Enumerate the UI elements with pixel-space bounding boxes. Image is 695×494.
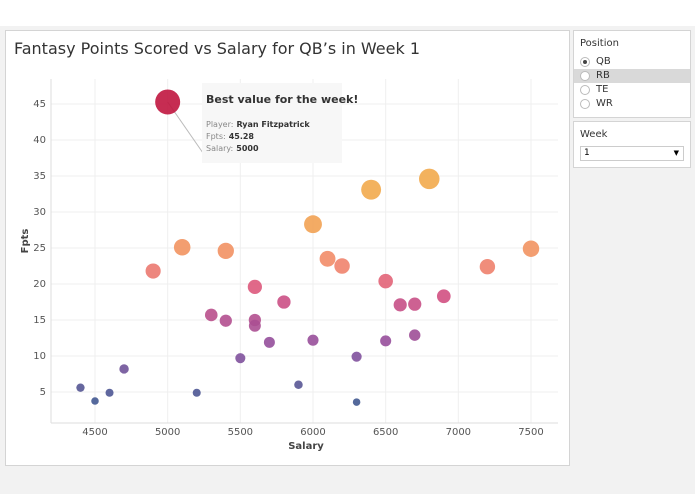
radio-icon[interactable]	[580, 57, 590, 67]
data-point[interactable]	[408, 297, 422, 311]
annotation-player: Player: Ryan Fitzpatrick	[206, 120, 310, 129]
data-point[interactable]	[192, 388, 201, 397]
data-point[interactable]	[105, 388, 114, 397]
data-point[interactable]	[319, 250, 336, 267]
x-tick-label: 6000	[300, 427, 325, 438]
y-tick-label: 40	[33, 135, 46, 146]
annotation-salary: Salary: 5000	[206, 144, 259, 153]
data-point[interactable]	[307, 334, 319, 346]
data-point[interactable]	[334, 258, 350, 274]
data-point[interactable]	[436, 289, 451, 304]
week-filter-title: Week	[580, 129, 608, 140]
x-tick-label: 4500	[82, 427, 107, 438]
annotation-box	[202, 83, 342, 163]
data-point[interactable]	[351, 351, 362, 362]
radio-icon[interactable]	[580, 71, 590, 81]
data-point[interactable]	[248, 319, 261, 332]
data-point[interactable]	[173, 239, 191, 256]
data-point[interactable]	[76, 383, 85, 392]
top-bar	[0, 0, 695, 26]
y-tick-label: 20	[33, 279, 46, 290]
data-point[interactable]	[145, 263, 161, 279]
chart-title: Fantasy Points Scored vs Salary for QB’s…	[14, 39, 421, 58]
x-axis-label: Salary	[288, 441, 324, 452]
position-filter-title: Position	[580, 38, 619, 49]
annotation-fpts: Fpts: 45.28	[206, 132, 254, 141]
data-point[interactable]	[479, 259, 496, 275]
y-tick-label: 15	[33, 315, 46, 326]
data-point[interactable]	[219, 314, 232, 327]
position-option-wr[interactable]: WR	[574, 97, 690, 111]
data-point[interactable]	[235, 353, 246, 364]
data-point[interactable]	[247, 279, 262, 294]
y-axis-label: Fpts	[20, 229, 31, 254]
data-point[interactable]	[277, 295, 291, 309]
option-label: TE	[596, 84, 609, 95]
data-point[interactable]	[91, 397, 99, 405]
x-tick-label: 5500	[228, 427, 253, 438]
y-tick-label: 10	[33, 351, 46, 362]
data-point[interactable]	[204, 308, 218, 322]
data-point[interactable]	[409, 329, 421, 341]
scatter-plot: 4500 5000 5500 6000 6500 7000 7500 5 10 15 20 25 30 3…	[20, 79, 558, 452]
data-point[interactable]	[155, 89, 181, 115]
x-tick-label: 6500	[373, 427, 398, 438]
week-value: 1	[584, 148, 590, 158]
data-point[interactable]	[263, 336, 275, 348]
data-point[interactable]	[119, 364, 129, 374]
y-tick-label: 30	[33, 207, 46, 218]
position-option-rb[interactable]: RB	[574, 69, 690, 83]
position-option-te[interactable]: TE	[574, 83, 690, 97]
radio-icon[interactable]	[580, 85, 590, 95]
radio-icon[interactable]	[580, 99, 590, 109]
position-option-qb[interactable]: QB	[574, 55, 690, 69]
data-point[interactable]	[352, 398, 361, 406]
data-point[interactable]	[393, 298, 407, 312]
data-point[interactable]	[419, 168, 440, 190]
data-point[interactable]	[522, 240, 540, 257]
y-tick-label: 5	[40, 387, 46, 398]
chevron-down-icon: ▼	[673, 149, 679, 157]
position-filter: Position QB RB TE WR	[573, 30, 691, 118]
data-point[interactable]	[294, 380, 303, 390]
data-point[interactable]	[380, 335, 392, 347]
annotation-headline: Best value for the week!	[206, 93, 358, 106]
data-point[interactable]	[304, 215, 322, 234]
data-point[interactable]	[361, 179, 382, 200]
option-label: RB	[596, 70, 610, 81]
x-tick-label: 7000	[446, 427, 471, 438]
y-tick-label: 25	[33, 243, 46, 254]
x-tick-label: 5000	[155, 427, 180, 438]
y-tick-label: 45	[33, 99, 46, 110]
x-tick-label: 7500	[518, 427, 543, 438]
option-label: QB	[596, 56, 611, 67]
week-dropdown[interactable]: 1 ▼	[580, 146, 684, 161]
data-point[interactable]	[378, 273, 393, 289]
option-label: WR	[596, 98, 613, 109]
scatter-chart-sheet: Fantasy Points Scored vs Salary for QB’s…	[5, 30, 570, 466]
y-tick-label: 35	[33, 171, 46, 182]
week-filter: Week 1 ▼	[573, 121, 691, 168]
data-point[interactable]	[217, 242, 234, 260]
